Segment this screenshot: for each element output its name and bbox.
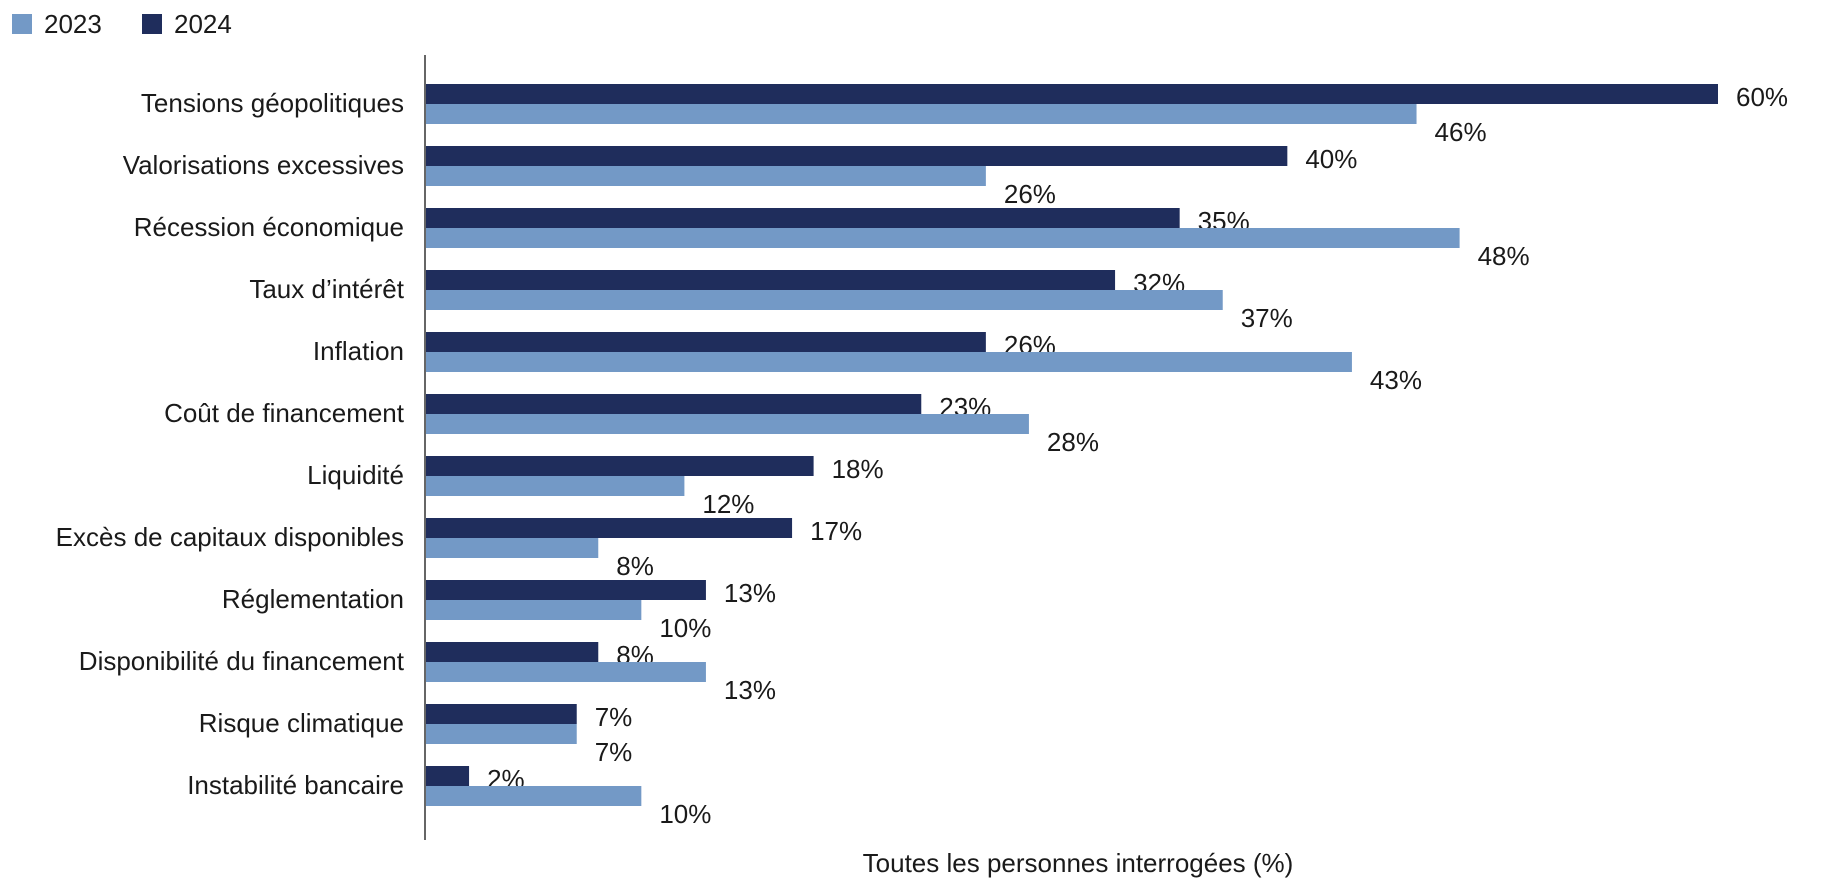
- bar-2024: [426, 456, 814, 476]
- category-label: Taux d’intérêt: [249, 274, 404, 304]
- value-label-2024: 7%: [595, 702, 633, 732]
- bar-2024: [426, 394, 922, 414]
- value-label-2024: 13%: [724, 578, 776, 608]
- value-label-2023: 26%: [1004, 179, 1056, 209]
- value-label-2023: 37%: [1241, 303, 1293, 333]
- bar-2024: [426, 580, 706, 600]
- x-axis-title: Toutes les personnes interrogées (%): [863, 848, 1294, 878]
- category-label: Disponibilité du financement: [79, 646, 405, 676]
- value-label-2023: 10%: [659, 613, 711, 643]
- bar-2024: [426, 766, 470, 786]
- category-label: Risque climatique: [199, 708, 404, 738]
- value-label-2023: 46%: [1435, 117, 1487, 147]
- legend-swatch-2023: [12, 14, 32, 34]
- value-label-2023: 10%: [659, 799, 711, 829]
- category-label: Liquidité: [307, 460, 404, 490]
- category-label: Instabilité bancaire: [187, 770, 404, 800]
- legend-label-2024: 2024: [174, 9, 232, 39]
- value-label-2023: 28%: [1047, 427, 1099, 457]
- bar-2024: [426, 146, 1288, 166]
- bar-2024: [426, 332, 986, 352]
- bar-2023: [426, 104, 1417, 124]
- value-label-2023: 8%: [616, 551, 654, 581]
- bar-2024: [426, 84, 1718, 104]
- category-label: Valorisations excessives: [123, 150, 404, 180]
- bar-2024: [426, 208, 1180, 228]
- bar-2024: [426, 518, 793, 538]
- value-label-2024: 40%: [1305, 144, 1357, 174]
- value-label-2024: 18%: [832, 454, 884, 484]
- bar-2023: [426, 290, 1223, 310]
- bar-2023: [426, 414, 1029, 434]
- legend-label-2023: 2023: [44, 9, 102, 39]
- category-label: Réglementation: [222, 584, 404, 614]
- category-label: Récession économique: [134, 212, 404, 242]
- category-label: Inflation: [313, 336, 404, 366]
- bar-2024: [426, 270, 1116, 290]
- value-label-2023: 7%: [595, 737, 633, 767]
- category-label: Excès de capitaux disponibles: [56, 522, 404, 552]
- legend: 2023 2024: [12, 9, 232, 39]
- bars: Tensions géopolitiques 60% 46% Valorisation…: [56, 82, 1788, 829]
- value-label-2023: 12%: [702, 489, 754, 519]
- legend-swatch-2024: [142, 14, 162, 34]
- value-label-2023: 43%: [1370, 365, 1422, 395]
- bar-2023: [426, 724, 577, 744]
- category-label: Tensions géopolitiques: [141, 88, 404, 118]
- bar-2023: [426, 352, 1352, 372]
- bar-2023: [426, 786, 642, 806]
- bar-2023: [426, 228, 1460, 248]
- bar-2023: [426, 600, 642, 620]
- value-label-2023: 13%: [724, 675, 776, 705]
- bar-2023: [426, 538, 599, 558]
- category-label: Coût de financement: [164, 398, 405, 428]
- bar-2024: [426, 642, 599, 662]
- value-label-2023: 48%: [1478, 241, 1530, 271]
- bar-2023: [426, 662, 706, 682]
- value-label-2024: 60%: [1736, 82, 1788, 112]
- bar-2024: [426, 704, 577, 724]
- bar-2023: [426, 476, 685, 496]
- value-label-2024: 17%: [810, 516, 862, 546]
- bar-2023: [426, 166, 986, 186]
